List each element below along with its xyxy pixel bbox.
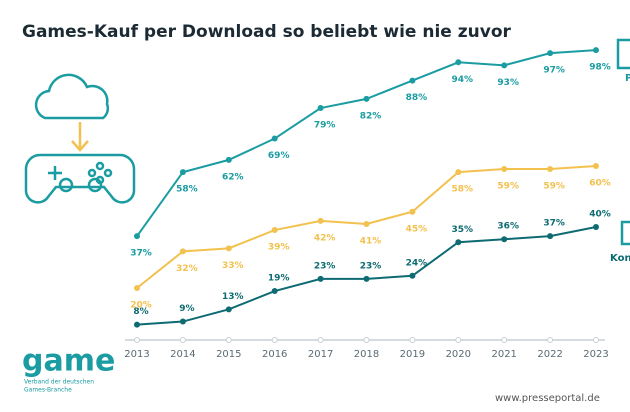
data-point [317,217,324,224]
data-point [547,166,554,173]
chart-title: Games-Kauf per Download so beliebt wie n… [22,22,511,42]
data-point [409,272,416,279]
value-label: 9% [179,304,194,314]
x-tick [409,337,416,343]
value-label: 60% [589,179,611,189]
data-point [363,275,370,282]
value-label: 37% [543,219,565,229]
data-point [501,236,508,243]
value-label: 33% [222,261,244,271]
x-tick [363,337,370,343]
value-label: 42% [314,233,336,243]
data-point [363,220,370,227]
data-point [134,321,140,328]
value-label: 37% [130,249,152,259]
value-label: 82% [360,111,382,121]
x-tick-label: 2022 [537,349,562,360]
data-point [455,59,462,66]
icons [24,38,630,246]
data-point [225,156,232,163]
x-tick-label: 2017 [308,349,333,360]
x-tick [547,337,554,343]
logo-subtitle: Games-Branche [24,387,72,394]
data-point [593,163,599,169]
data-point [455,169,462,176]
value-label: 59% [497,182,519,192]
data-point [317,105,324,112]
series-line [136,49,597,237]
value-label: 88% [406,93,428,103]
value-label: 58% [176,185,198,195]
value-label: 59% [543,182,565,192]
value-label: 24% [406,258,428,268]
x-tick-label: 2018 [354,349,379,360]
x-tick-label: 2015 [216,349,241,360]
logo: game [22,344,115,379]
value-label: 20% [130,301,152,311]
data-point [317,275,324,282]
arrow-icon [71,122,89,152]
x-tick [455,337,462,343]
value-label: 23% [314,261,336,271]
value-label: 40% [589,210,611,220]
data-point [225,245,232,252]
legend-label: Kons [610,253,630,264]
logo-subtitle: Verband der deutschen [24,379,94,386]
value-label: 13% [222,292,244,302]
value-label: 23% [360,261,382,271]
data-point [225,306,232,313]
data-point [547,50,554,57]
footer: www.presseportal.de [495,393,600,404]
x-tick-label: 2016 [262,349,287,360]
value-label: 41% [360,236,382,246]
data-point [593,224,599,230]
value-label: 69% [268,151,290,161]
data-point [179,248,186,255]
value-label: 98% [589,63,611,73]
data-point [134,233,140,240]
data-point [593,47,599,54]
value-label: 39% [268,243,290,253]
data-point [179,318,186,325]
data-point [363,95,370,102]
value-label: 94% [452,75,474,85]
value-label: 32% [176,264,198,274]
x-tick-label: 2023 [583,349,608,360]
x-tick-label: 2020 [446,349,471,360]
x-tick-label: 2014 [170,349,195,360]
legend-label: P [625,73,630,84]
data-point [409,208,416,215]
data-point [271,227,278,234]
x-tick [271,337,278,343]
value-label: 97% [543,66,565,76]
data-point [547,233,554,240]
x-tick [179,337,186,343]
data-point [134,285,140,291]
data-point [455,239,462,246]
x-tick [501,337,508,343]
x-tick [134,337,140,343]
x-tick [593,337,599,343]
value-label: 79% [314,121,336,131]
value-label: 93% [497,78,519,88]
data-point [409,77,416,84]
value-label: 8% [133,307,148,317]
value-label: 36% [497,222,519,232]
data-point [501,166,508,173]
value-label: 19% [268,274,290,284]
x-tick [317,337,324,343]
value-label: 35% [452,225,474,235]
value-label: 58% [452,185,474,195]
x-tick-label: 2013 [124,349,149,360]
value-label: 62% [222,172,244,182]
x-tick-label: 2019 [400,349,425,360]
data-point [271,135,278,142]
x-tick [225,337,232,343]
data-point [179,169,186,176]
data-point [271,288,278,295]
data-point [501,62,508,69]
x-tick-label: 2021 [491,349,516,360]
value-label: 45% [406,224,428,234]
